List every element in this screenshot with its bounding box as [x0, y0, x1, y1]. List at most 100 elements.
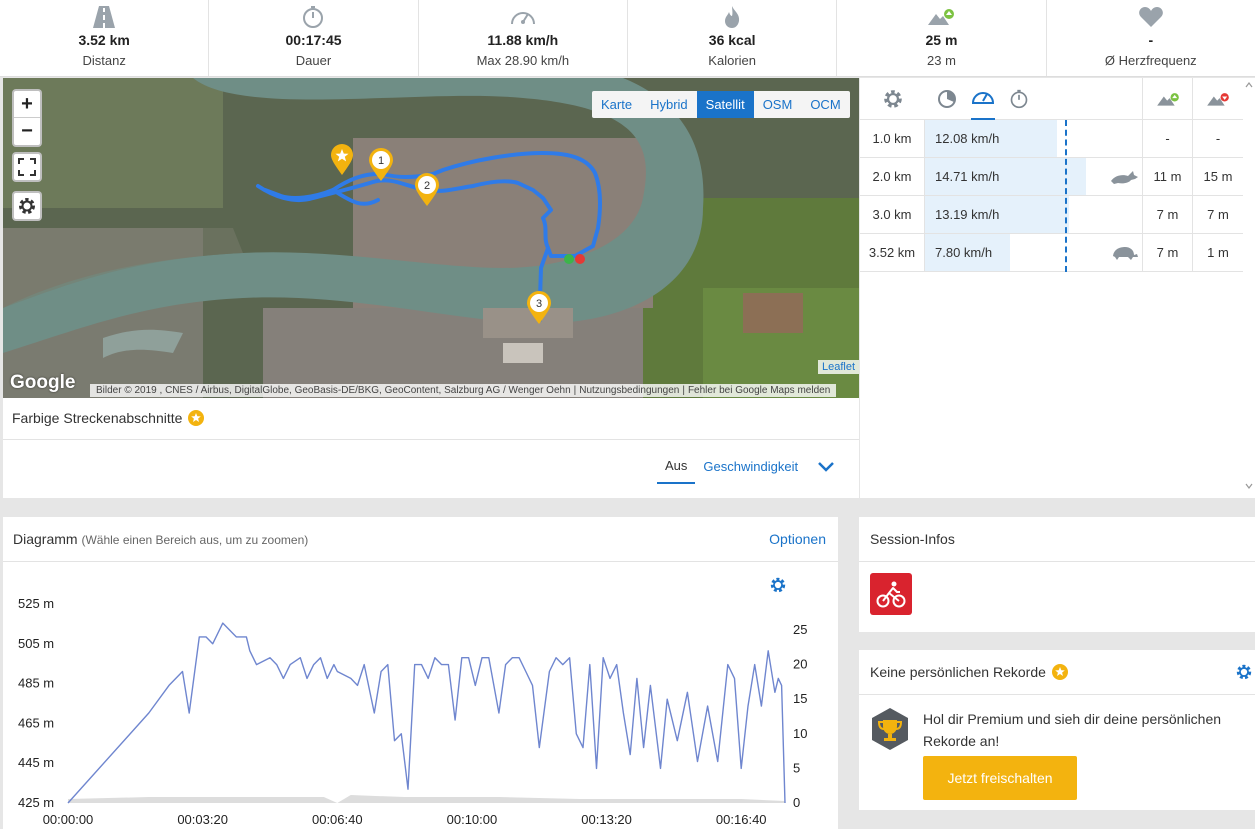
stopwatch-icon[interactable] [1009, 89, 1029, 109]
split-speed-bar [925, 158, 1086, 195]
route-map[interactable]: 1 2 3 + − Karte Hybrid Satellit OSM OCM … [3, 78, 859, 398]
split-row[interactable]: 3.0 km 13.19 km/h 7 m 7 m [860, 196, 1243, 234]
split-marker-2[interactable]: 2 [414, 173, 440, 210]
split-row[interactable]: 2.0 km 14.71 km/h 11 m 15 m [860, 158, 1243, 196]
fullscreen-icon [18, 158, 36, 176]
premium-star-icon [188, 410, 205, 426]
stat-label: Dauer [295, 53, 332, 68]
heart-icon [1138, 5, 1164, 29]
chevron-down-icon[interactable] [818, 462, 834, 472]
gear-icon [883, 89, 902, 108]
stat-value: 25 m [925, 32, 958, 48]
session-infos-panel: Session-Infos [859, 517, 1255, 632]
stat-speed: 11.88 km/h Max 28.90 km/h [419, 0, 628, 76]
start-marker-icon[interactable] [330, 144, 354, 176]
pace-chart-icon[interactable] [937, 89, 957, 109]
gear-icon [19, 198, 35, 214]
stat-calories: 36 kcal Kalorien [628, 0, 838, 76]
y-right-tick: 5 [793, 760, 800, 775]
layer-osm[interactable]: OSM [762, 97, 793, 112]
split-type-tabs [925, 77, 1143, 120]
y-left-tick: 445 m [18, 755, 54, 770]
map-attribution: Bilder © 2019 , CNES / Airbus, DigitalGl… [90, 384, 837, 397]
stat-value: 11.88 km/h [487, 32, 559, 48]
stat-label: Max 28.90 km/h [476, 53, 570, 68]
split-ascent: - [1143, 120, 1193, 157]
zoom-out-button[interactable]: − [21, 120, 33, 142]
speed-tab[interactable] [971, 77, 995, 120]
speedometer-icon [971, 92, 995, 104]
marker-label: 2 [424, 180, 430, 192]
terms-link[interactable]: Nutzungsbedingungen [579, 385, 680, 396]
y-right-tick: 0 [793, 795, 800, 810]
tab-aus[interactable]: Aus [657, 458, 696, 484]
stat-value: 3.52 km [78, 32, 130, 48]
split-speed: 7.80 km/h [935, 245, 993, 260]
gear-icon [770, 577, 786, 593]
split-distance: 3.0 km [860, 196, 925, 233]
layer-ocm[interactable]: OCM [810, 97, 841, 112]
elevation-speed-chart[interactable]: 525 m 505 m 485 m 465 m 445 m 425 m 25 20 15 10 5 0… [3, 562, 838, 829]
split-row[interactable]: 3.52 km 7.80 km/h 7 m 1 m [860, 234, 1243, 272]
scrollbar[interactable] [1243, 78, 1255, 498]
gear-icon[interactable] [1235, 663, 1253, 681]
sport-type-button[interactable] [870, 573, 912, 615]
split-speed-cell: 14.71 km/h [925, 158, 1143, 195]
layer-karte[interactable]: Karte [601, 97, 633, 112]
y-left-tick: 525 m [18, 596, 54, 611]
y-right-tick: 20 [793, 657, 807, 672]
split-descent: 1 m [1207, 245, 1229, 260]
split-speed: 12.08 km/h [935, 131, 1000, 146]
unlock-premium-button[interactable]: Jetzt freischalten [923, 756, 1077, 800]
stats-bar: 3.52 km Distanz 00:17:45 Dauer 11.88 km/… [0, 0, 1255, 77]
layer-switcher: Karte Hybrid Satellit OSM OCM [592, 91, 850, 118]
split-speed: 14.71 km/h [935, 169, 1000, 184]
session-title: Session-Infos [859, 517, 1255, 562]
diagram-header: Diagramm (Wähle einen Bereich aus, um zu… [3, 517, 838, 593]
tab-geschwindigkeit[interactable]: Geschwindigkeit [703, 459, 799, 474]
elevation-up-icon [927, 5, 955, 29]
y-left-tick: 425 m [18, 795, 54, 810]
split-marker-3[interactable]: 3 [526, 291, 552, 328]
table-settings-button[interactable] [860, 78, 925, 119]
satellite-imagery [3, 78, 859, 398]
records-text: Hol dir Premium und sieh dir deine persö… [923, 711, 1222, 749]
split-ascent: 7 m [1143, 234, 1193, 271]
stat-duration: 00:17:45 Dauer [209, 0, 419, 76]
records-header: Keine persönlichen Rekorde [859, 650, 1255, 695]
options-label: Optionen [769, 531, 826, 547]
premium-star-icon [1051, 664, 1068, 680]
stat-label: Kalorien [708, 53, 756, 68]
split-marker-1[interactable]: 1 [368, 148, 394, 185]
segments-title-text: Farbige Streckenabschnitte [12, 410, 183, 426]
y-right-tick: 15 [793, 691, 807, 706]
map-settings-button[interactable] [12, 191, 42, 221]
splits-header [860, 78, 1243, 120]
split-speed-cell: 13.19 km/h [925, 196, 1143, 233]
stat-label: Ø Herzfrequenz [1104, 53, 1197, 68]
split-distance: 3.52 km [860, 234, 925, 271]
records-title: Keine persönlichen Rekorde [870, 664, 1068, 680]
split-ascent: 11 m [1143, 158, 1193, 195]
zoom-in-button[interactable]: + [14, 91, 40, 118]
layer-satellit[interactable]: Satellit [696, 91, 754, 118]
splits-table: 1.0 km 12.08 km/h - - 2.0 km 14.71 km/h 11 m 15… [860, 78, 1243, 498]
x-tick: 00:03:20 [177, 812, 228, 827]
layer-hybrid[interactable]: Hybrid [650, 97, 688, 112]
stat-label: 23 m [927, 53, 956, 68]
records-panel: Keine persönlichen Rekorde Hol dir Premi… [859, 650, 1255, 810]
stat-label: Distanz [82, 53, 126, 68]
split-descent: 7 m [1207, 207, 1229, 222]
marker-label: 3 [536, 298, 542, 310]
y-right-tick: 10 [793, 726, 807, 741]
leaflet-link[interactable]: Leaflet [817, 360, 859, 374]
segments-title: Farbige Streckenabschnitte [12, 410, 205, 426]
options-button[interactable]: Optionen [769, 531, 826, 593]
fullscreen-button[interactable] [12, 152, 42, 182]
split-ascent: 7 m [1143, 196, 1193, 233]
road-icon [91, 5, 117, 29]
divider [3, 439, 859, 440]
split-row[interactable]: 1.0 km 12.08 km/h - - [860, 120, 1243, 158]
marker-label: 1 [378, 155, 384, 167]
report-error-link[interactable]: Fehler bei Google Maps melden [687, 385, 831, 396]
